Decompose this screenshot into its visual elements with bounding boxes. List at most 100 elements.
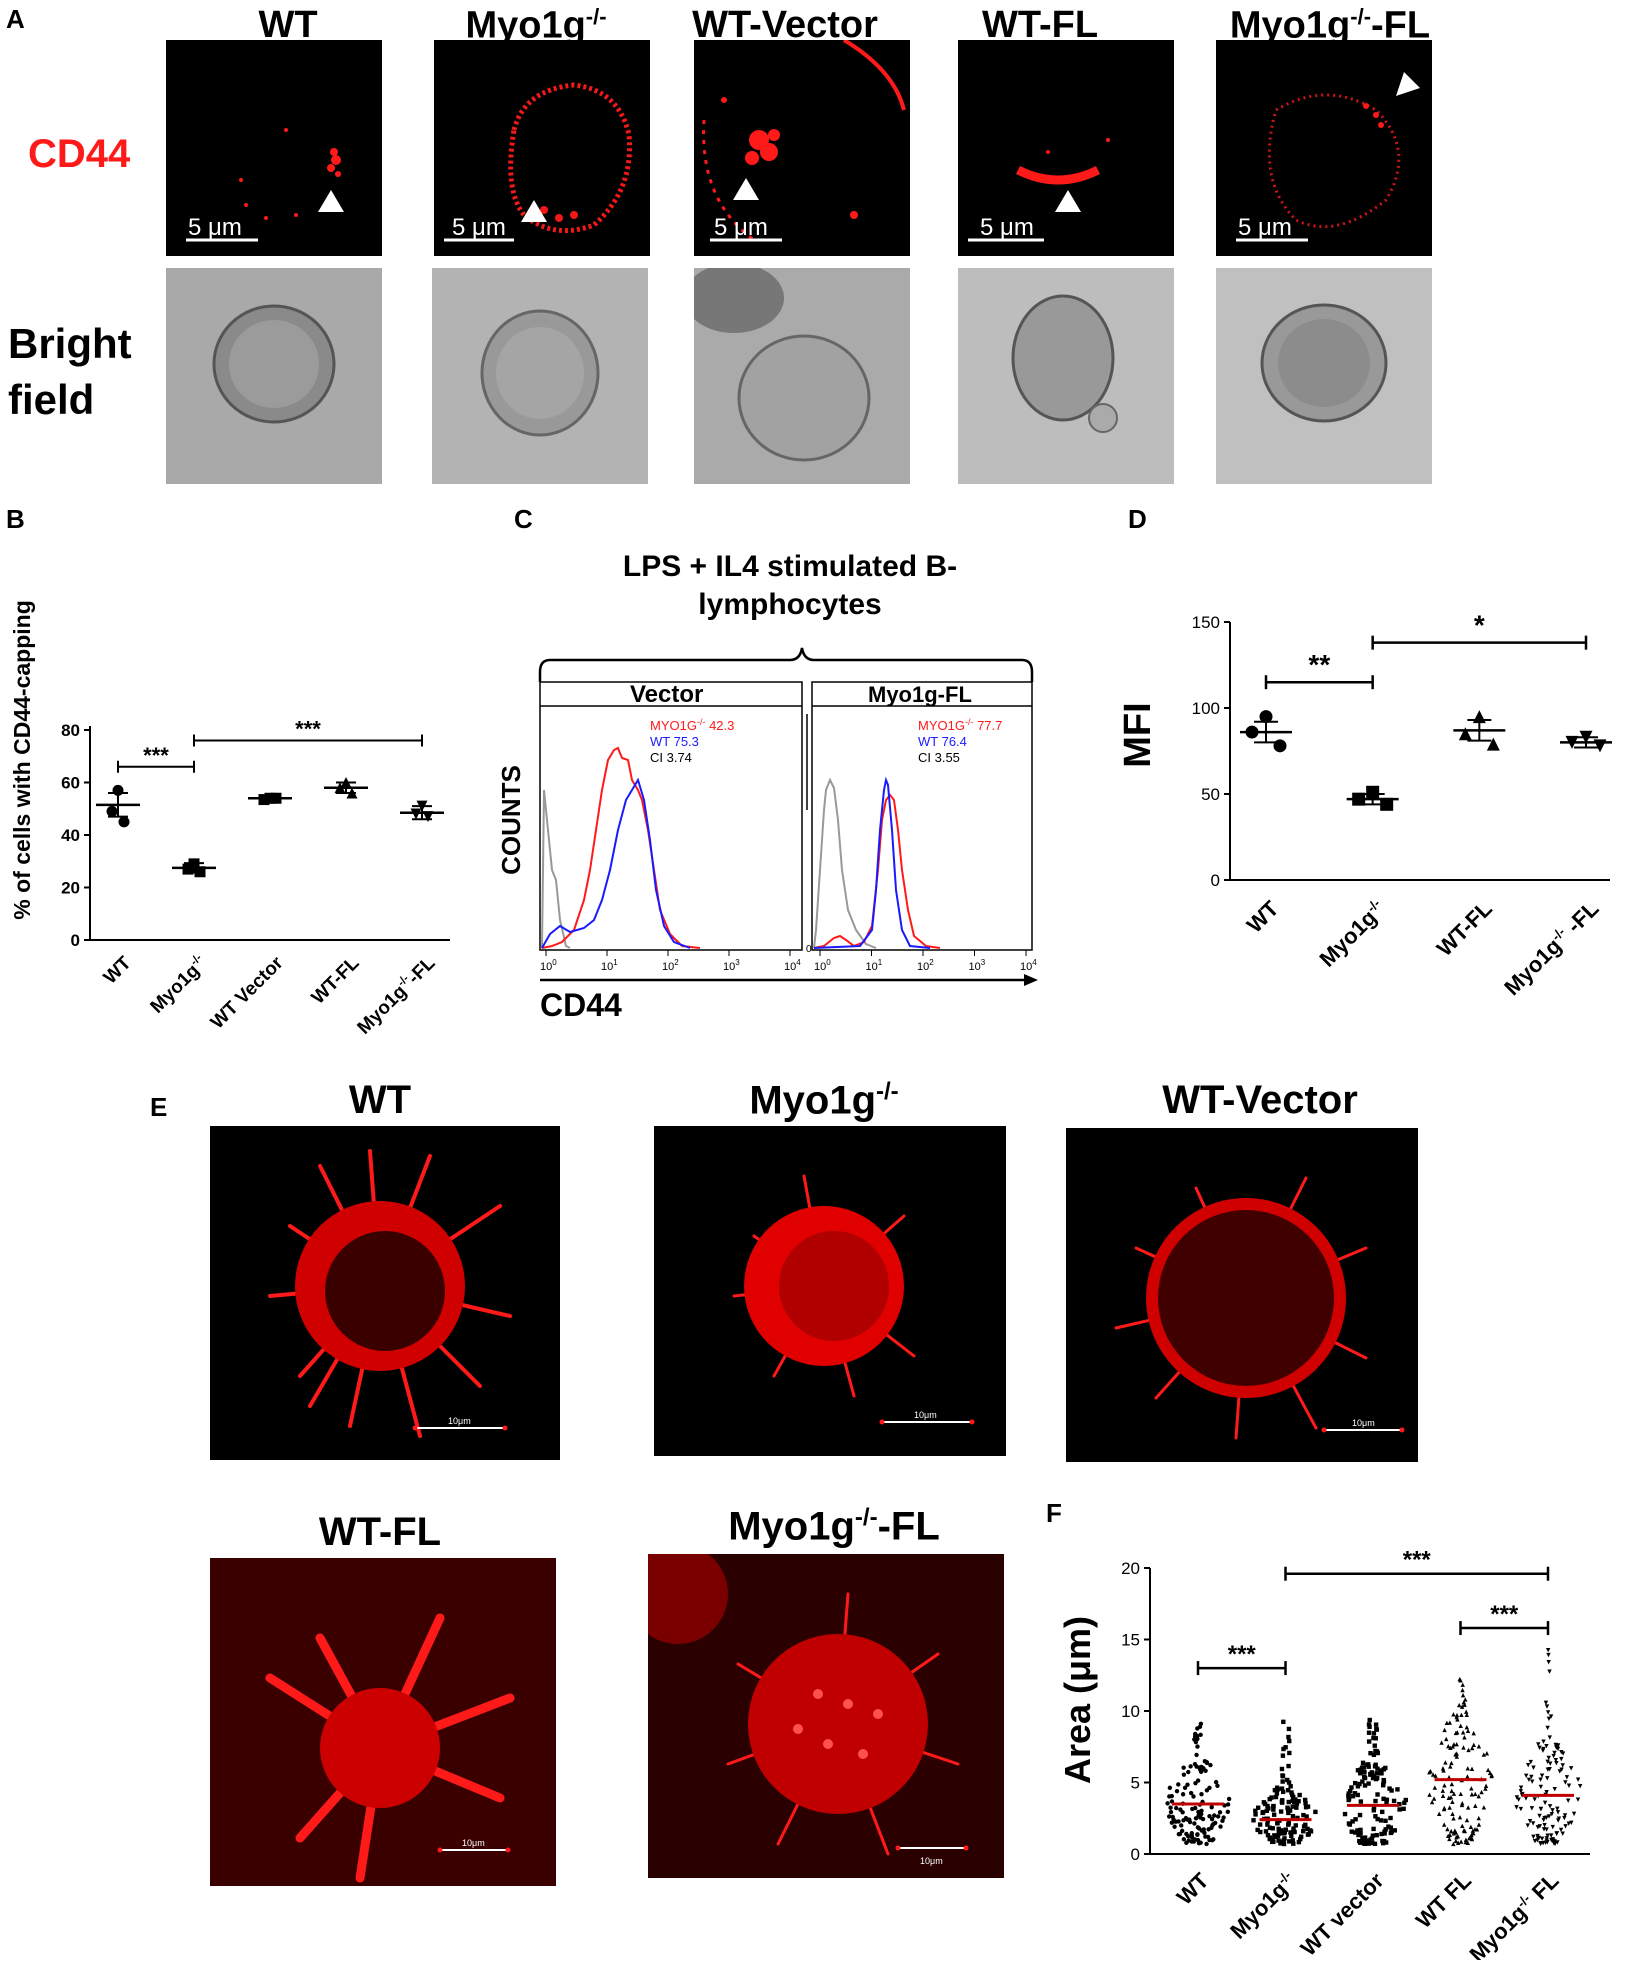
chart-f-point [1357,1812,1363,1818]
chart-f-point [1466,1747,1471,1753]
chart-f-point [1274,1791,1280,1796]
chart-f-point [1280,1798,1285,1803]
chart-f-point [1188,1764,1193,1769]
chart-f-point [1458,1839,1464,1844]
chart-f-point [1285,1788,1291,1793]
chart-f-point [1465,1728,1471,1733]
chart-f-point [1464,1725,1470,1730]
chart-f-point [1530,1821,1536,1826]
chart-f-point [1432,1785,1438,1790]
chart-f-point [1195,1744,1200,1749]
chart-f-point [1469,1786,1474,1791]
chart-f-point [1449,1781,1455,1787]
e-scalebar-label: 10μm [448,1416,471,1426]
chart-f-point [1174,1788,1180,1794]
chart-f-point [1346,1791,1351,1796]
chart-f-point [1278,1809,1284,1814]
chart-f-point [1547,1735,1552,1740]
chart-f-point [1358,1771,1363,1776]
histogram-frame-right [811,681,1033,951]
chart-f-point [1204,1760,1210,1766]
chart-f-point [1209,1825,1214,1830]
chart-f-point [1546,1814,1552,1819]
chart-c-title-line1: LPS + IL4 stimulated B- [622,550,958,583]
chart-b-xtick-label: WT Vector [207,952,288,1033]
chart-f-point [1548,1761,1553,1766]
chart-f-ytick-label: 15 [1121,1631,1140,1650]
chart-f-point [1355,1784,1361,1789]
chart-f-point [1303,1800,1308,1806]
chart-f-point [1575,1777,1581,1782]
panel-letter-a: A [6,4,25,34]
chart-f-point [1468,1824,1474,1830]
chart-d-sig-label: * [1474,610,1485,641]
histogram-zero-label: 0 [806,944,812,955]
chart-f-point [1188,1790,1194,1796]
chart-f-point [1199,1764,1204,1770]
arrowhead-icon [1396,72,1420,96]
chart-f-point [1293,1797,1298,1802]
group-brace [538,647,1034,682]
chart-d-xtick-label: WT [1242,895,1284,937]
chart-f-point [1362,1783,1368,1788]
chart-f-point [1555,1810,1561,1815]
chart-f-point [1459,1704,1465,1709]
chart-f-point [1538,1807,1544,1812]
chart-f-point [1569,1820,1574,1826]
chart-f-point [1470,1745,1475,1751]
chart-f-point [1313,1809,1318,1815]
chart-f-point [1538,1841,1543,1847]
chart-b-point [194,866,206,878]
chart-f-point [1211,1813,1217,1818]
chart-f-point [1165,1801,1170,1806]
chart-c-xtick-label: 100 [814,958,831,973]
chart-f-point [1447,1836,1452,1842]
cd44-image-myo1g: 5 μm [434,40,650,256]
chart-f-point [1203,1768,1208,1773]
chart-f-point [1375,1792,1380,1797]
chart-f-point [1357,1831,1362,1836]
chart-f-point [1362,1775,1368,1781]
chart-f-point [1442,1805,1447,1811]
brightfield-image-wt [166,268,382,484]
chart-f-point [1562,1813,1568,1818]
chart-f-point [1204,1841,1209,1847]
chart-f-point [1448,1764,1453,1769]
chart-f-point [1378,1818,1384,1823]
chart-f-point [1255,1805,1261,1810]
e-title-myo1g: Myo1g-/- [749,1078,899,1123]
cd44-image-myo1g-fl: 5 μm [1216,40,1432,256]
chart-f-point [1352,1780,1358,1786]
chart-f-point [1263,1829,1269,1834]
chart-f-point [1265,1822,1270,1827]
chart-f-point [1285,1807,1291,1812]
chart-f-point [1442,1783,1447,1788]
chart-d-point [1352,792,1366,806]
chart-d-point [1593,739,1607,753]
chart-f-point [1545,1767,1551,1772]
chart-f-sig-label: *** [1228,1641,1257,1668]
chart-f-point [1523,1796,1529,1801]
chart-f-point [1273,1794,1279,1800]
chart-f-point [1542,1800,1548,1806]
chart-f-point [1525,1763,1531,1768]
chart-f-point [1291,1799,1297,1805]
chart-f-point [1367,1724,1372,1730]
chart-f-point [1308,1829,1314,1834]
chart-f-point [1443,1760,1448,1765]
chart-f-point [1463,1837,1469,1842]
chart-f-point [1350,1819,1355,1824]
chart-f-point [1545,1710,1551,1715]
chart-f-point [1181,1772,1187,1777]
chart-f-point [1192,1821,1197,1826]
chart-f-point [1536,1742,1541,1747]
chart-f-point [1213,1779,1219,1785]
chart-f-point [1184,1831,1189,1837]
chart-f-point [1358,1827,1363,1833]
brightfield-image-wt-vector [694,268,910,484]
panel-letter-b: B [6,504,25,534]
chart-b-point [182,863,194,875]
chart-f-point [1463,1839,1468,1845]
chart-f-point [1352,1830,1358,1835]
chart-f-point [1575,1797,1581,1802]
